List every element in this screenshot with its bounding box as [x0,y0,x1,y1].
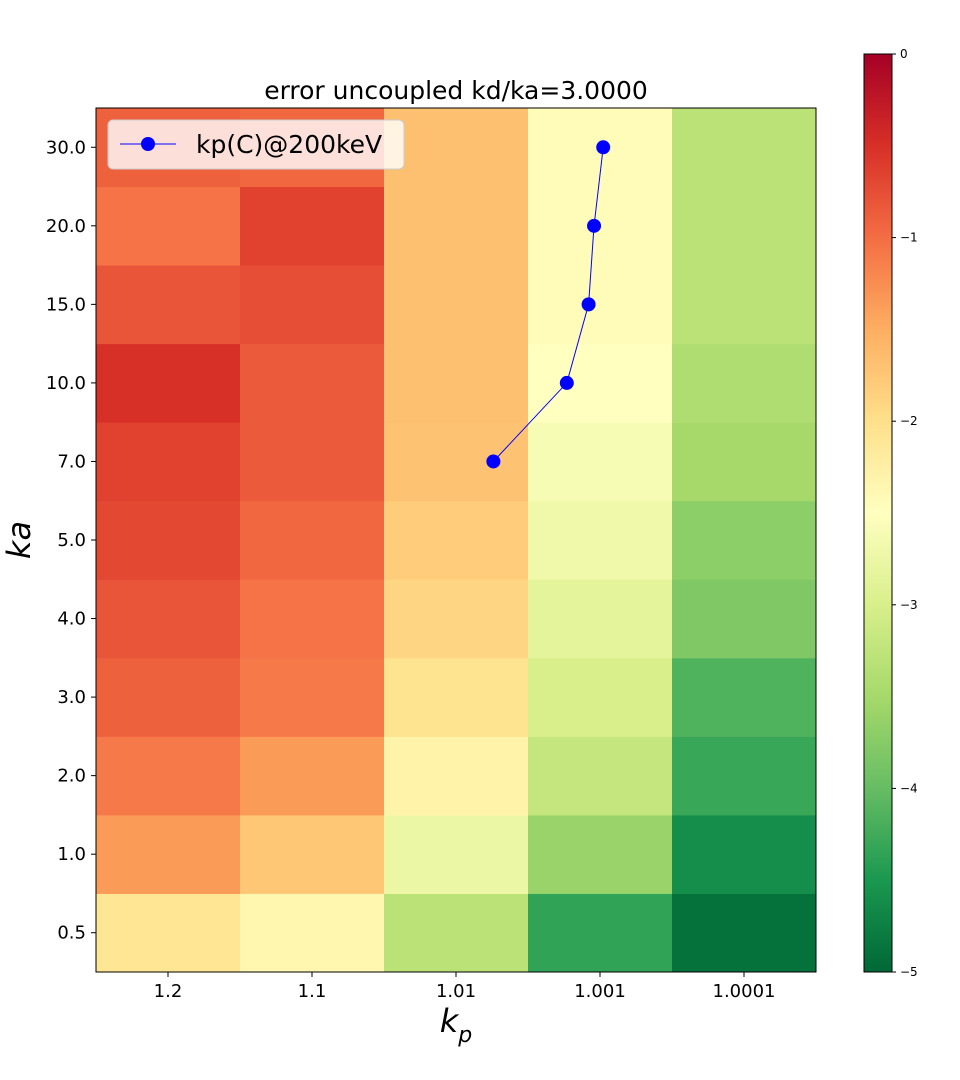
heatmap-cell [672,265,817,345]
heatmap-cell [96,814,241,894]
heatmap-cell [240,265,385,345]
x-tick-label: 1.0001 [713,981,776,1002]
colorbar-gradient [863,53,893,973]
x-tick-label: 1.001 [574,981,626,1002]
y-tick-label: 0.5 [57,923,86,944]
heatmap-cell [672,814,817,894]
series-marker [486,454,501,469]
heatmap-cell [96,657,241,737]
y-tick-label: 20.0 [46,216,86,237]
heatmap-cell [240,893,385,973]
heatmap-cell [672,579,817,659]
heatmap-cell [240,422,385,502]
y-tick-label: 5.0 [57,530,86,551]
x-axis-ticks: 1.2 1.1 1.01 1.001 1.0001 [154,972,776,1002]
heatmap-cell [384,579,529,659]
chart-title: error uncoupled kd/ka=3.0000 [264,76,648,105]
legend-label: kp(C)@200keV [196,130,382,159]
x-tick-label: 1.1 [298,981,327,1002]
series-marker [587,218,602,233]
heatmap-cell [672,657,817,737]
heatmap-cell [96,500,241,580]
heatmap-cell [528,579,673,659]
heatmap-cell [240,814,385,894]
heatmap-cell [96,579,241,659]
heatmap-cell [672,422,817,502]
heatmap-cell [528,736,673,816]
heatmap-cell [384,500,529,580]
x-axis-label: kp [440,1002,473,1048]
heatmap-cell [96,186,241,266]
y-axis-ticks: 0.5 1.0 2.0 3.0 4.0 5.0 7.0 10.0 15.0 20.0 30.0 [46,137,96,944]
y-axis-label: ka [0,521,38,559]
y-tick-label: 4.0 [57,609,86,630]
y-tick-label: 3.0 [57,687,86,708]
y-tick-label: 30.0 [46,137,86,158]
series-marker [559,375,574,390]
heatmap-cell [96,893,241,973]
x-tick-label: 1.2 [154,981,183,1002]
heatmap-cell [528,500,673,580]
heatmap-cell [96,422,241,502]
heatmap-cell [528,343,673,423]
heatmap-cell [528,657,673,737]
heatmap-cell [528,814,673,894]
legend-marker [141,137,155,151]
colorbar-tick-label: −2 [900,414,918,428]
heatmap-cell [528,422,673,502]
heatmap-cell [96,736,241,816]
heatmap-cell [384,265,529,345]
x-tick-label: 1.01 [436,981,476,1002]
heatmap-cell [240,736,385,816]
heatmap-cell [240,186,385,266]
heatmap-cell [384,657,529,737]
series-marker [581,297,596,312]
heatmap-cell [240,657,385,737]
series-marker [596,140,611,155]
heatmap-cell [384,893,529,973]
heatmap-cell [672,343,817,423]
heatmap-cell [528,265,673,345]
colorbar-tick-label: −5 [900,965,918,979]
heatmap-cell [240,579,385,659]
colorbar-tick-label: −1 [900,231,918,245]
heatmap-cell [672,186,817,266]
heatmap-cell [96,343,241,423]
legend: kp(C)@200keV [107,119,405,170]
y-tick-label: 2.0 [57,766,86,787]
y-tick-label: 7.0 [57,451,86,472]
heatmap-cell [672,108,817,188]
heatmap-cell [672,893,817,973]
heatmap-cell [384,736,529,816]
heatmap-cell [528,893,673,973]
colorbar-tick-label: −3 [900,598,918,612]
colorbar: 0 −1 −2 −3 −4 −5 [863,47,918,979]
heatmap-cell [672,500,817,580]
heatmap-cell [384,108,529,188]
colorbar-tick-label: −4 [900,781,918,795]
heatmap-cell [384,343,529,423]
heatmap-cell [384,422,529,502]
heatmap-cell [672,736,817,816]
colorbar-tick-label: 0 [900,47,908,61]
y-tick-label: 10.0 [46,373,86,394]
heatmap-cell [240,343,385,423]
legend-box [107,119,405,170]
heatmap-cells [96,108,817,973]
colorbar-ticks: 0 −1 −2 −3 −4 −5 [892,47,918,979]
heatmap-cell [240,500,385,580]
y-tick-label: 15.0 [46,294,86,315]
heatmap-cell [96,265,241,345]
heatmap-cell [384,814,529,894]
heatmap-cell [384,186,529,266]
y-tick-label: 1.0 [57,844,86,865]
series-layer [486,140,611,469]
